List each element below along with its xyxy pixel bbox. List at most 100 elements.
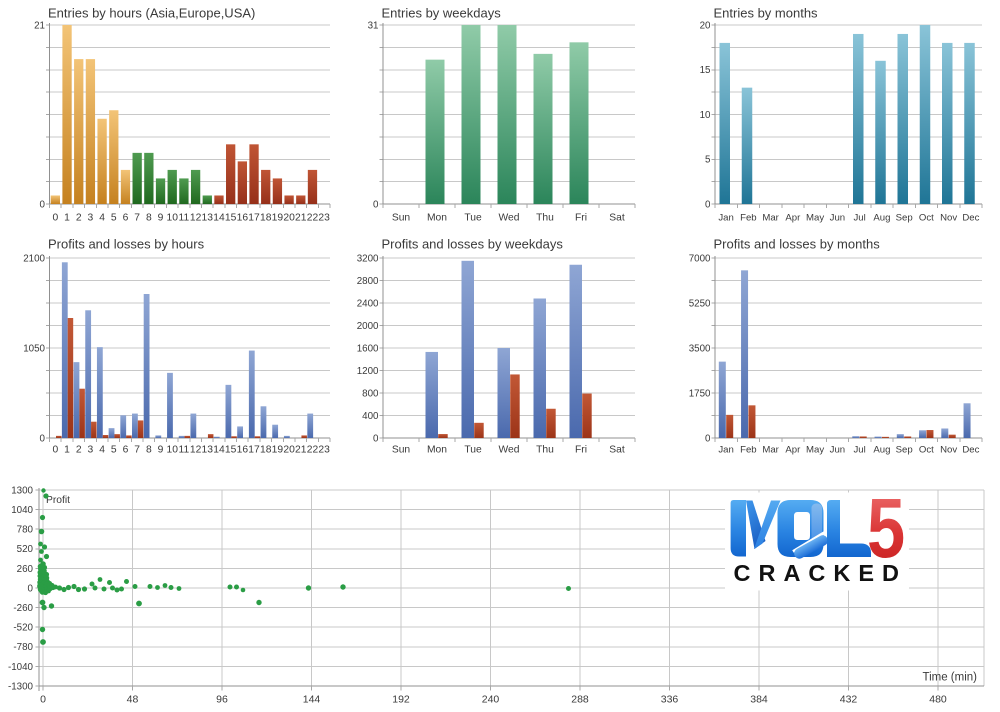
svg-text:Mon: Mon: [427, 213, 447, 224]
svg-text:800: 800: [362, 388, 379, 399]
svg-text:23: 23: [318, 213, 330, 224]
svg-text:21: 21: [34, 20, 45, 31]
svg-text:0: 0: [28, 583, 34, 594]
svg-text:6: 6: [123, 213, 129, 224]
svg-text:Dec: Dec: [962, 445, 979, 456]
svg-text:1300: 1300: [11, 485, 33, 496]
svg-text:1750: 1750: [689, 388, 711, 399]
svg-text:0: 0: [40, 199, 46, 210]
svg-text:Fri: Fri: [575, 213, 587, 224]
svg-text:Jan: Jan: [718, 445, 733, 456]
svg-text:21: 21: [295, 213, 307, 224]
svg-text:336: 336: [661, 694, 679, 706]
svg-text:2100: 2100: [23, 253, 45, 264]
svg-text:Jun: Jun: [830, 213, 845, 224]
svg-text:-1040: -1040: [8, 662, 34, 673]
svg-text:5250: 5250: [689, 298, 711, 309]
svg-text:144: 144: [303, 694, 321, 706]
svg-text:5: 5: [111, 445, 117, 456]
svg-text:Sep: Sep: [896, 445, 913, 456]
svg-text:Mar: Mar: [762, 213, 779, 224]
svg-text:31: 31: [368, 20, 379, 31]
svg-text:-780: -780: [13, 642, 33, 653]
svg-text:Sun: Sun: [392, 445, 411, 456]
svg-text:Apr: Apr: [785, 213, 801, 224]
svg-text:14: 14: [213, 445, 225, 456]
svg-text:2000: 2000: [357, 321, 379, 332]
svg-text:14: 14: [213, 213, 225, 224]
svg-text:Nov: Nov: [940, 445, 957, 456]
svg-text:2400: 2400: [357, 298, 379, 309]
svg-text:13: 13: [202, 213, 214, 224]
svg-text:22: 22: [307, 213, 319, 224]
svg-text:3: 3: [88, 445, 94, 456]
svg-text:12: 12: [190, 445, 202, 456]
svg-text:Aug: Aug: [873, 445, 890, 456]
svg-text:3200: 3200: [357, 253, 379, 264]
svg-text:Mar: Mar: [762, 445, 779, 456]
svg-text:0: 0: [705, 199, 711, 210]
svg-text:Sep: Sep: [896, 213, 913, 224]
svg-text:Entries by months: Entries by months: [714, 6, 819, 21]
svg-text:Oct: Oct: [919, 445, 934, 456]
svg-text:260: 260: [17, 564, 34, 575]
svg-text:Feb: Feb: [740, 213, 757, 224]
svg-text:780: 780: [17, 525, 34, 536]
svg-text:Sat: Sat: [609, 213, 625, 224]
svg-text:17: 17: [248, 445, 260, 456]
svg-text:288: 288: [571, 694, 589, 706]
svg-text:10: 10: [700, 110, 711, 121]
svg-text:Tue: Tue: [464, 213, 482, 224]
svg-text:8: 8: [146, 213, 152, 224]
svg-text:1040: 1040: [11, 505, 33, 516]
svg-text:2: 2: [76, 213, 82, 224]
svg-text:48: 48: [127, 694, 139, 706]
svg-text:15: 15: [225, 213, 237, 224]
svg-text:17: 17: [248, 213, 260, 224]
svg-text:3: 3: [88, 213, 94, 224]
svg-text:11: 11: [179, 445, 190, 456]
svg-text:1: 1: [64, 445, 70, 456]
svg-text:Thu: Thu: [536, 445, 554, 456]
svg-text:20: 20: [700, 20, 711, 31]
svg-text:0: 0: [705, 433, 711, 444]
svg-text:240: 240: [482, 694, 500, 706]
svg-text:0: 0: [373, 199, 379, 210]
svg-text:23: 23: [318, 445, 330, 456]
svg-text:432: 432: [840, 694, 858, 706]
svg-text:Profits and losses by hours: Profits and losses by hours: [48, 237, 205, 252]
svg-text:0: 0: [52, 445, 58, 456]
svg-text:Mon: Mon: [427, 445, 447, 456]
svg-text:7: 7: [134, 445, 140, 456]
svg-text:96: 96: [216, 694, 228, 706]
svg-text:0: 0: [373, 433, 379, 444]
svg-text:7000: 7000: [689, 253, 711, 264]
svg-text:Oct: Oct: [919, 213, 934, 224]
svg-text:16: 16: [237, 213, 249, 224]
svg-text:Fri: Fri: [575, 445, 587, 456]
svg-text:21: 21: [295, 445, 307, 456]
svg-text:Dec: Dec: [962, 213, 979, 224]
svg-text:12: 12: [190, 213, 202, 224]
svg-text:Profit: Profit: [46, 495, 70, 506]
svg-text:-260: -260: [13, 603, 33, 614]
svg-text:-1300: -1300: [8, 681, 34, 692]
svg-text:Jun: Jun: [830, 445, 845, 456]
svg-text:Sun: Sun: [392, 213, 411, 224]
svg-text:384: 384: [750, 694, 768, 706]
svg-text:Sat: Sat: [609, 445, 625, 456]
svg-text:11: 11: [179, 213, 190, 224]
svg-text:9: 9: [158, 213, 164, 224]
svg-text:3500: 3500: [689, 343, 711, 354]
svg-text:CRACKED: CRACKED: [734, 560, 908, 586]
svg-text:Aug: Aug: [873, 213, 890, 224]
svg-text:0: 0: [52, 213, 58, 224]
svg-text:Feb: Feb: [740, 445, 757, 456]
svg-text:5: 5: [867, 483, 905, 576]
svg-text:Jul: Jul: [853, 213, 865, 224]
svg-text:May: May: [806, 213, 824, 224]
svg-text:5: 5: [705, 155, 711, 166]
svg-text:20: 20: [283, 445, 295, 456]
svg-text:0: 0: [40, 433, 46, 444]
svg-text:520: 520: [17, 544, 34, 555]
